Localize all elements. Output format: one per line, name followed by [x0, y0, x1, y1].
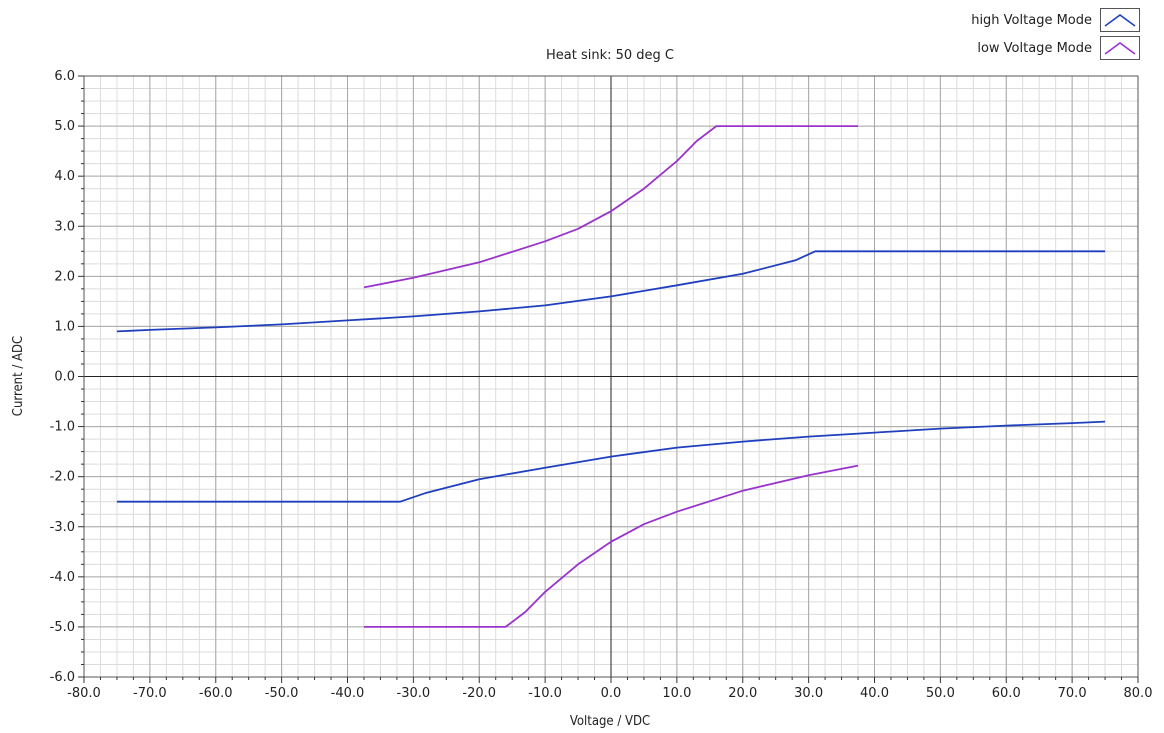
x-tick-label: -30.0 [397, 686, 431, 701]
y-tick-label: 1.0 [54, 319, 75, 334]
y-tick-label: 0.0 [54, 370, 75, 385]
series-line-high-voltage-0 [116, 250, 1106, 333]
y-tick-label: -6.0 [50, 670, 75, 685]
legend-label: low Voltage Mode [977, 40, 1092, 56]
y-tick-label: -4.0 [50, 570, 75, 585]
x-tick-label: 40.0 [860, 686, 889, 701]
series-line-low-voltage-1 [364, 464, 859, 628]
x-tick-label: 50.0 [926, 686, 955, 701]
legend: high Voltage Mode low Voltage Mode [971, 6, 1140, 62]
x-tick-label: 60.0 [992, 686, 1021, 701]
x-tick-label: 70.0 [1058, 686, 1087, 701]
x-tick-label: -60.0 [199, 686, 233, 701]
y-tick-label: 5.0 [54, 119, 75, 134]
line-swatch-icon [1100, 36, 1140, 60]
y-tick-labels: 6.0 5.0 4.0 3.0 2.0 1.0 0.0 -1.0 -2.0 -3.0 -4.0 -5.… [50, 69, 75, 685]
y-tick-label: -2.0 [50, 470, 75, 485]
axes [78, 75, 1139, 683]
x-tick-label: -70.0 [133, 686, 167, 701]
series-layer [116, 125, 1106, 628]
legend-label: high Voltage Mode [971, 12, 1092, 28]
line-swatch-icon [1100, 8, 1140, 32]
y-axis-title: Current / ADC [11, 336, 26, 416]
x-tick-label: -40.0 [331, 686, 365, 701]
x-tick-label: 30.0 [794, 686, 823, 701]
x-tick-labels: -80.0 -70.0 -60.0 -50.0 -40.0 -30.0 -20.0 -10.0… [67, 686, 1152, 701]
x-tick-label: 0.0 [601, 686, 622, 701]
x-tick-label: 10.0 [662, 686, 691, 701]
x-tick-label: -50.0 [265, 686, 299, 701]
x-tick-label: 20.0 [728, 686, 757, 701]
y-tick-label: 3.0 [54, 219, 75, 234]
y-tick-label: -3.0 [50, 520, 75, 535]
y-tick-label: -1.0 [50, 420, 75, 435]
y-tick-label: 4.0 [54, 169, 75, 184]
y-tick-label: 6.0 [54, 69, 75, 84]
legend-item-high-voltage[interactable]: high Voltage Mode [971, 6, 1140, 34]
series-line-high-voltage-1 [116, 420, 1106, 503]
y-tick-label: -5.0 [50, 620, 75, 635]
x-axis-title: Voltage / VDC [570, 714, 650, 729]
x-tick-label: -10.0 [528, 686, 562, 701]
y-tick-label: 2.0 [54, 269, 75, 284]
chart-title: Heat sink: 50 deg C [546, 48, 674, 63]
x-tick-label: -80.0 [67, 686, 101, 701]
x-tick-label: 80.0 [1124, 686, 1153, 701]
x-tick-label: -20.0 [462, 686, 496, 701]
series-line-low-voltage-0 [363, 125, 858, 289]
legend-item-low-voltage[interactable]: low Voltage Mode [971, 34, 1140, 62]
